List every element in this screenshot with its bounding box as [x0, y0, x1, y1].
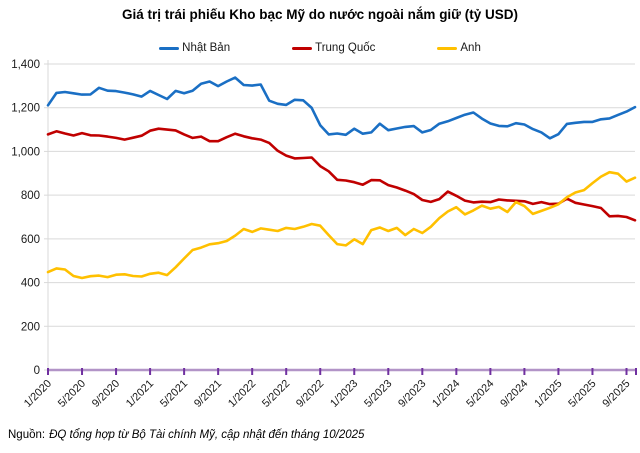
japan-line-swatch-icon	[159, 46, 180, 50]
x-tick-label: 5/2021	[158, 378, 190, 410]
legend-item-china[interactable]: Trung Quốc	[292, 42, 375, 54]
y-tick-label: 1,200	[11, 103, 40, 115]
y-tick-label: 400	[21, 278, 40, 290]
legend-label-uk: Anh	[460, 42, 481, 54]
china-line-swatch-icon	[292, 46, 313, 50]
source-prefix: Nguồn:	[8, 429, 46, 441]
legend-label-china: Trung Quốc	[315, 42, 376, 54]
x-tick-label: 1/2024	[430, 378, 462, 410]
x-tick-label: 9/2021	[192, 378, 224, 410]
uk-line-swatch-icon	[437, 46, 458, 50]
y-tick-label: 0	[34, 365, 40, 377]
legend: Nhật Bản Trung Quốc Anh	[0, 42, 640, 54]
x-tick-label: 5/2022	[260, 378, 292, 410]
uk-line	[46, 170, 637, 280]
china-line	[46, 127, 637, 222]
chart-title: Giá trị trái phiếu Kho bạc Mỹ do nước ng…	[122, 7, 518, 22]
x-tick-label: 9/2022	[294, 378, 326, 410]
x-tick-label: 5/2023	[362, 378, 394, 410]
y-tick-label: 1,400	[11, 59, 40, 71]
x-tick-label: 1/2025	[532, 378, 564, 410]
chart-svg: 0 200 400 600 800 1,000 1,200 1,400 1/2020 5/2020…	[11, 59, 637, 410]
x-tick-label: 9/2025	[600, 378, 632, 410]
x-tick-label: 1/2023	[328, 378, 360, 410]
plot-area: 0 200 400 600 800 1,000 1,200 1,400 1/2020 5/2020…	[0, 58, 640, 431]
x-tick-label: 1/2021	[124, 378, 156, 410]
source-text: ĐQ tổng hợp từ Bộ Tài chính Mỹ, cập nhật…	[49, 429, 365, 441]
x-tick-label: 9/2024	[498, 378, 530, 410]
legend-item-uk[interactable]: Anh	[437, 42, 481, 54]
x-tick-label: 9/2023	[396, 378, 428, 410]
legend-label-japan: Nhật Bản	[182, 42, 231, 54]
y-tick-label: 200	[21, 321, 40, 333]
source-note: Nguồn: ĐQ tổng hợp từ Bộ Tài chính Mỹ, cậ…	[8, 429, 364, 441]
y-tick-label: 600	[21, 234, 40, 246]
legend-item-japan[interactable]: Nhật Bản	[159, 42, 230, 54]
y-tick-label: 1,000	[11, 146, 40, 158]
x-tick-label: 5/2020	[56, 378, 88, 410]
x-tick-label: 9/2020	[90, 378, 122, 410]
x-tick-label: 1/2022	[226, 378, 258, 410]
japan-line	[46, 76, 637, 140]
x-tick-label: 1/2020	[22, 378, 54, 410]
y-tick-label: 800	[21, 190, 40, 202]
x-tick-label: 5/2025	[566, 378, 598, 410]
x-tick-label: 5/2024	[464, 378, 496, 410]
